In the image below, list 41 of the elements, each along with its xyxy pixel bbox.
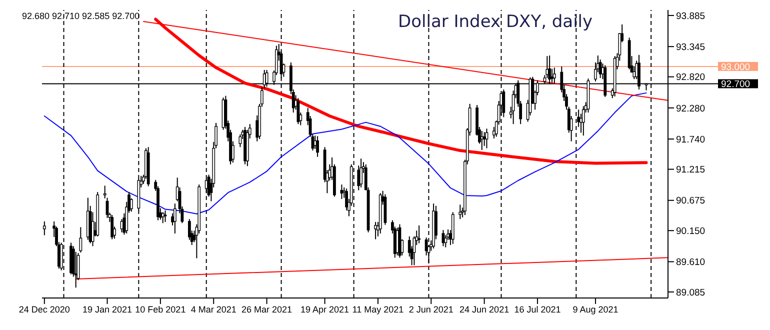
y-tick-label: 89.610	[676, 257, 706, 268]
y-tick-label: 90.675	[676, 196, 706, 207]
candlestick	[173, 203, 176, 234]
candlestick	[79, 226, 82, 253]
y-tick-label: 92.280	[676, 103, 706, 114]
candlestick	[552, 67, 556, 84]
annotation: 92.680 92.710 92.585 92.700	[22, 11, 140, 21]
candlestick	[42, 220, 46, 236]
candlestick	[598, 59, 602, 78]
y-tick-label: 91.740	[676, 134, 706, 146]
x-tick-label: 26 Mar 2021	[242, 304, 292, 314]
y-tick-label: 92.820	[676, 72, 706, 84]
candlestick	[458, 204, 462, 220]
x-tick-label: 24 Jun 2021	[460, 304, 510, 314]
x-tick-label: 19 Jan 2021	[82, 304, 132, 314]
candlestick	[418, 224, 420, 244]
y-tick-label: 93.345	[676, 42, 706, 53]
candlestick	[161, 212, 164, 224]
chart-title: Dollar Index DXY, daily	[398, 12, 593, 32]
ref-line-label: 93.000	[721, 62, 750, 73]
candlestick	[360, 158, 362, 188]
candlestick	[238, 134, 242, 148]
candlestick	[480, 130, 484, 150]
x-tick-label: 24 Dec 2020	[18, 304, 70, 314]
y-tick-label: 93.885	[676, 10, 706, 22]
x-tick-label: 11 May 2021	[352, 304, 404, 314]
y-tick-label: 89.085	[676, 287, 706, 298]
candlestick	[164, 210, 167, 222]
x-tick-label: 4 Mar 2021	[190, 304, 236, 314]
x-tick-label: 9 Aug 2021	[572, 304, 618, 314]
ref-line-label: 92.700	[721, 79, 750, 90]
y-tick-label: 90.150	[676, 226, 706, 237]
x-tick-label: 10 Feb 2021	[135, 304, 186, 314]
candlestick	[482, 132, 486, 146]
candlestick	[316, 136, 319, 158]
x-tick-label: 16 Jul 2021	[514, 304, 561, 314]
y-tick-label: 91.215	[676, 164, 706, 176]
x-tick-label: 2 Jun 2021	[408, 304, 454, 314]
candlestick	[582, 106, 585, 136]
x-tick-label: 19 Apr 2021	[300, 304, 350, 314]
candlestick	[110, 214, 114, 240]
